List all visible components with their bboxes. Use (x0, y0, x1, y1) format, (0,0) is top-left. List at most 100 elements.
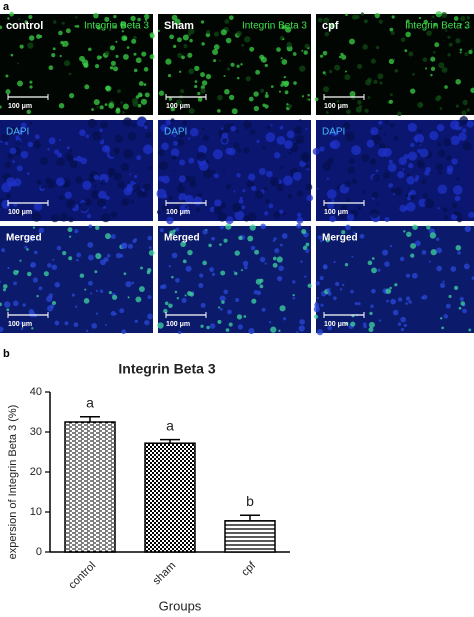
scale-bar-label: 100 μm (166, 321, 190, 328)
y-tick-label: 10 (30, 506, 42, 518)
cell (149, 32, 155, 38)
cell (180, 241, 186, 248)
cell (367, 260, 373, 266)
cell (68, 256, 73, 261)
cell (46, 179, 56, 189)
cell (168, 195, 173, 200)
cell (263, 186, 268, 191)
cell (237, 148, 242, 153)
y-tick-label: 40 (30, 386, 42, 398)
cell (166, 216, 174, 225)
cell (316, 306, 319, 309)
cell (243, 315, 247, 318)
cell (222, 138, 228, 144)
cell (30, 261, 37, 268)
cell (357, 100, 362, 105)
cell (320, 303, 324, 307)
cell (422, 57, 428, 63)
cell (99, 128, 103, 132)
cell (94, 64, 100, 69)
cell (341, 54, 347, 60)
cell (205, 73, 212, 80)
cell (18, 18, 21, 21)
cell (101, 213, 111, 223)
cell (268, 321, 272, 324)
cell (330, 139, 340, 150)
cell (136, 190, 144, 198)
cell (147, 235, 153, 241)
cell (279, 305, 286, 312)
cell (16, 165, 23, 172)
cell (13, 281, 17, 286)
cell (254, 249, 260, 255)
cell (236, 64, 240, 68)
cell (394, 68, 399, 73)
cell (148, 246, 152, 250)
cell (368, 327, 374, 333)
cell (362, 44, 368, 50)
cell (464, 52, 469, 57)
cell (95, 312, 99, 315)
cell (377, 73, 384, 80)
cell (184, 205, 188, 209)
cell (340, 204, 348, 212)
cell (74, 230, 77, 234)
cell (238, 199, 244, 204)
cell (301, 49, 304, 52)
cell (188, 28, 195, 35)
cell (217, 212, 227, 222)
cell (402, 168, 405, 171)
cell (59, 213, 69, 222)
cell (32, 277, 39, 283)
cell (225, 216, 234, 225)
cell (33, 140, 42, 149)
cell (219, 243, 222, 246)
cell (381, 249, 389, 256)
cell (305, 127, 308, 131)
cell (308, 98, 311, 101)
cell (251, 185, 257, 191)
cell (446, 155, 452, 161)
cell (68, 72, 72, 76)
cell (362, 322, 367, 326)
cell (226, 67, 231, 71)
cell (122, 103, 129, 110)
cell (176, 297, 179, 300)
cell (105, 195, 110, 201)
cell (79, 129, 86, 137)
cell (114, 134, 124, 143)
cell (400, 316, 407, 323)
cell (104, 323, 107, 326)
cell (86, 213, 92, 219)
cell (123, 148, 134, 159)
cell (171, 252, 178, 259)
cell (325, 238, 330, 243)
cell (134, 319, 139, 324)
micrograph (316, 14, 474, 115)
cell (322, 71, 326, 75)
cell (394, 283, 398, 287)
cell (274, 248, 280, 254)
cell (202, 260, 207, 266)
cell (47, 147, 50, 151)
cell (371, 288, 376, 294)
micrograph (0, 14, 153, 115)
cell (171, 14, 178, 21)
cell (235, 129, 239, 133)
cell (463, 263, 470, 270)
cell (116, 89, 121, 94)
cell (389, 27, 394, 32)
cell (276, 47, 281, 52)
cell (121, 329, 126, 335)
cell (403, 230, 406, 233)
cell (393, 187, 403, 196)
cell (443, 137, 452, 147)
cell (468, 328, 472, 332)
cell (278, 90, 282, 93)
cell (58, 102, 65, 109)
cell (228, 322, 233, 327)
cell (461, 110, 467, 116)
cell (165, 119, 171, 126)
cell (297, 190, 304, 197)
cell (385, 288, 392, 295)
